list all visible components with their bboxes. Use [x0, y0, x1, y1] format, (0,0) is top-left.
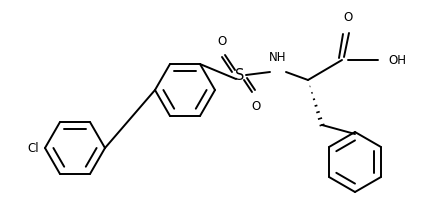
Text: OH: OH	[388, 53, 406, 66]
Text: S: S	[235, 68, 245, 82]
Text: O: O	[217, 35, 227, 48]
Text: Cl: Cl	[27, 141, 39, 155]
Text: O: O	[343, 11, 352, 24]
Text: O: O	[251, 100, 261, 113]
Text: NH: NH	[269, 51, 287, 64]
